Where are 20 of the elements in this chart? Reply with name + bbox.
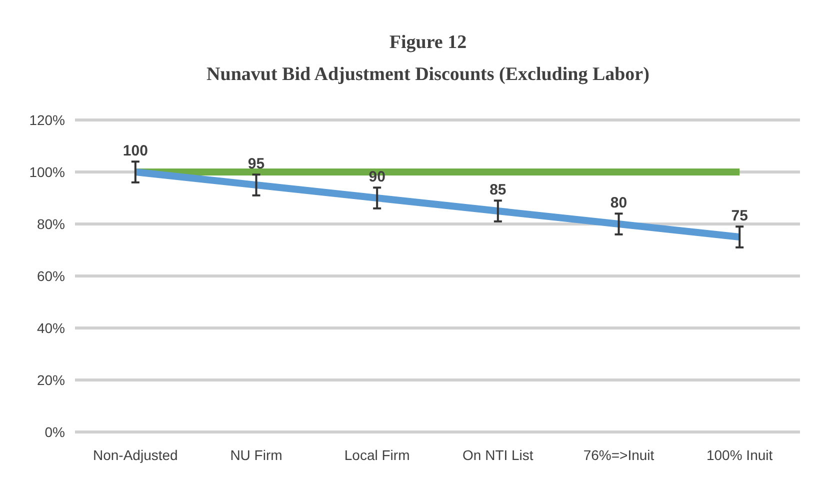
x-tick-label: NU Firm (230, 447, 282, 463)
data-label: 80 (610, 194, 628, 212)
data-label: 95 (248, 156, 265, 173)
chart-subtitle: Nunavut Bid Adjustment Discounts (Excluding Labor) (206, 64, 650, 85)
x-tick-label: 100% Inuit (706, 447, 773, 463)
x-tick-label: 76%=>Inuit (583, 447, 654, 463)
data-label: 100 (122, 142, 148, 160)
y-tick-label: 60% (36, 268, 65, 284)
y-tick-label: 120% (29, 112, 65, 128)
y-tick-label: 100% (29, 164, 65, 180)
y-tick-label: 80% (36, 216, 65, 232)
data-label: 75 (731, 208, 748, 225)
x-tick-label: On NTI List (462, 447, 534, 463)
x-tick-label: Non-Adjusted (93, 447, 178, 463)
y-tick-label: 40% (36, 320, 65, 336)
chart-title: Figure 12 (389, 32, 467, 53)
data-label: 85 (490, 182, 506, 199)
y-tick-label: 0% (44, 424, 65, 440)
y-tick-label: 20% (36, 372, 65, 388)
x-tick-label: Local Firm (344, 447, 410, 463)
